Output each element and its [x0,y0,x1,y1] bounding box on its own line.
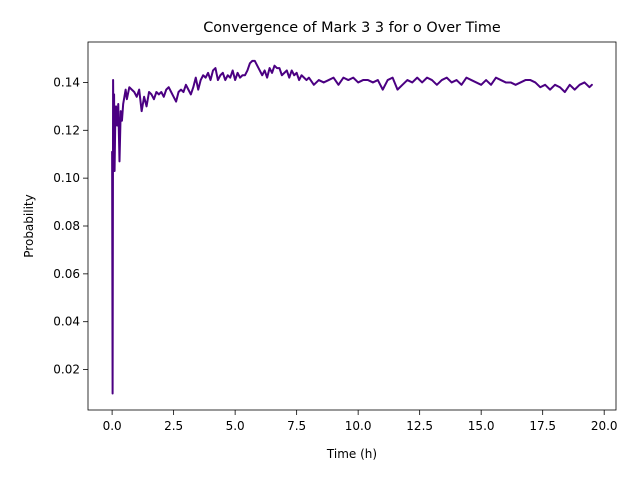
x-tick-label: 0.0 [103,419,122,433]
y-tick-label: 0.14 [53,75,80,89]
y-tick-label: 0.06 [53,267,80,281]
chart-title: Convergence of Mark 3 3 for o Over Time [203,20,501,36]
x-tick-label: 15.0 [468,419,495,433]
x-tick-label: 2.5 [164,419,183,433]
x-tick-label: 17.5 [529,419,556,433]
series-line [111,59,593,395]
y-axis-label: Probability [22,194,36,257]
x-axis-label: Time (h) [326,447,377,461]
x-tick-label: 20.0 [591,419,618,433]
y-tick-label: 0.08 [53,219,80,233]
x-tick-label: 12.5 [406,419,433,433]
y-tick-label: 0.12 [53,123,80,137]
y-tick-label: 0.02 [53,363,80,377]
plot-area [111,59,593,395]
plot-frame [87,41,617,411]
x-tick-label: 5.0 [226,419,245,433]
x-tick-label: 7.5 [287,419,306,433]
y-tick-label: 0.04 [53,315,80,329]
x-tick-label: 10.0 [345,419,372,433]
y-tick-label: 0.10 [53,171,80,185]
y-axis-ticks: 0.02 0.04 0.06 0.08 0.10 0.12 0.14 [53,75,88,377]
x-axis-ticks: 0.0 2.5 5.0 7.5 10.0 12.5 15.0 17.5 20.0 [103,410,618,433]
